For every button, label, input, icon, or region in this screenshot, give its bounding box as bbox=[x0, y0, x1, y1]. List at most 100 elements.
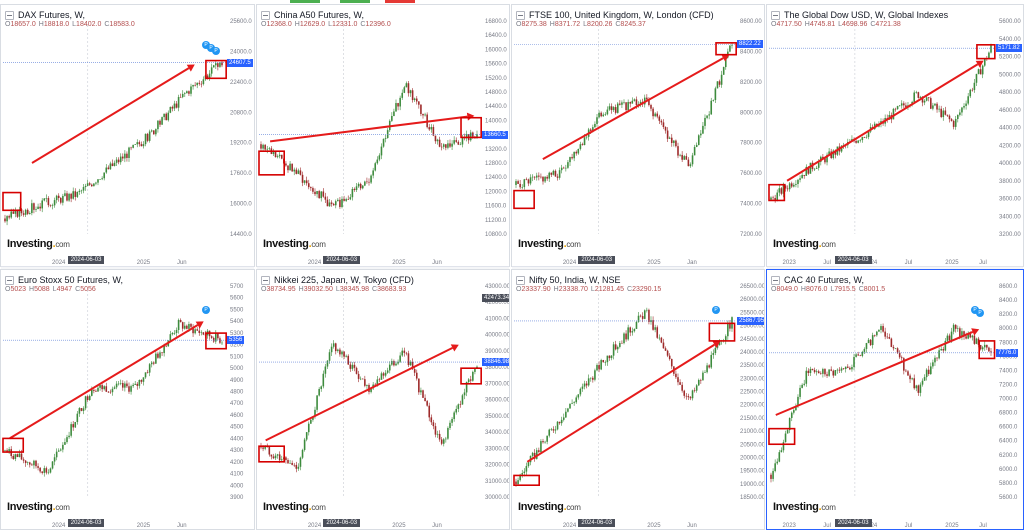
candle-body bbox=[138, 142, 141, 145]
candle-body bbox=[921, 96, 924, 103]
collapse-icon[interactable] bbox=[516, 10, 525, 20]
candle-body bbox=[409, 361, 412, 366]
chart-panel[interactable]: 26500.00 26000.00 25500.00 25000.00 24500.00… bbox=[511, 269, 765, 530]
ohlc-readout: O12368.0 H12629.0 L12331.0 C12396.0 bbox=[261, 21, 394, 28]
chart-panel[interactable]: 16800.0 16400.0 16000.0 15600.0 15200.0 14800… bbox=[256, 4, 510, 278]
candle-body bbox=[384, 138, 387, 139]
y-tick-label: 4600 bbox=[230, 413, 244, 419]
ohlc-key: H bbox=[29, 286, 35, 293]
candle-body bbox=[397, 361, 399, 364]
candle-body bbox=[397, 103, 399, 107]
event-marker-icon[interactable]: P bbox=[202, 40, 210, 49]
candle-body bbox=[86, 396, 89, 400]
candle-body bbox=[318, 191, 320, 199]
candle-body bbox=[558, 170, 561, 178]
candle-body bbox=[679, 382, 681, 385]
ohlc-value: 8371.72 bbox=[554, 21, 581, 28]
chart-panel[interactable]: 43000.00 42000.00 41000.00 40000.00 39000.00… bbox=[256, 269, 510, 530]
ohlc-key: H bbox=[549, 21, 555, 28]
y-tick-label: 42000.00 bbox=[485, 300, 510, 306]
candle-body bbox=[587, 378, 590, 386]
candle-body bbox=[324, 366, 327, 374]
y-tick-label: 11600.0 bbox=[485, 204, 507, 210]
end-highlight-box bbox=[715, 42, 737, 56]
chart-panel[interactable]: 8600.0 8400.0 8200.0 8000.0 7800.0 7600.0 7400… bbox=[766, 269, 1024, 530]
candle-body bbox=[569, 157, 571, 163]
candle-body bbox=[109, 163, 112, 170]
candle-body bbox=[687, 396, 690, 398]
event-marker-icon[interactable]: P bbox=[207, 43, 215, 52]
candle-body bbox=[107, 167, 110, 170]
candle-body bbox=[911, 378, 913, 380]
candle-body bbox=[790, 183, 793, 187]
collapse-icon[interactable] bbox=[5, 275, 14, 285]
investing-logo: Investing.com bbox=[773, 501, 836, 513]
candle-body bbox=[844, 366, 847, 370]
ohlc-key: O bbox=[261, 286, 267, 293]
candle-body bbox=[105, 386, 108, 392]
candle-body bbox=[289, 462, 291, 464]
candle-body bbox=[449, 143, 451, 147]
candle-body bbox=[179, 97, 182, 98]
candle-body bbox=[66, 193, 68, 201]
candle-body bbox=[188, 91, 190, 94]
candle-body bbox=[355, 367, 358, 374]
candle-body bbox=[278, 454, 281, 461]
candle-body bbox=[33, 203, 35, 210]
candle-body bbox=[393, 361, 395, 366]
end-highlight-box bbox=[978, 340, 996, 360]
event-marker-icon[interactable]: P bbox=[712, 305, 720, 314]
candle-body bbox=[153, 130, 155, 135]
collapse-icon[interactable] bbox=[5, 10, 14, 20]
y-tick-label: 10800.0 bbox=[485, 232, 507, 238]
candle-body bbox=[159, 352, 161, 358]
candle-body bbox=[150, 130, 153, 132]
collapse-icon[interactable] bbox=[516, 275, 525, 285]
candle-body bbox=[585, 136, 588, 138]
event-marker-icon[interactable]: P bbox=[971, 305, 979, 314]
y-tick-label: 8200.0 bbox=[999, 312, 1018, 318]
candle-body bbox=[544, 176, 546, 182]
candle-body bbox=[610, 106, 613, 111]
chart-panel[interactable]: 5700 5600 5500 5400 5300 5200 5100 5000 4900 4800… bbox=[0, 269, 255, 530]
candle-body bbox=[260, 144, 262, 149]
candle-body bbox=[724, 336, 727, 341]
chart-panel[interactable]: 8600.00 8400.00 8200.00 8000.00 7800.00 7600.… bbox=[511, 4, 765, 278]
candle-body bbox=[194, 329, 196, 334]
collapse-icon[interactable] bbox=[261, 275, 270, 285]
candle-body bbox=[556, 421, 559, 430]
y-tick-label: 20500.00 bbox=[740, 442, 765, 448]
candle-body bbox=[602, 360, 605, 363]
event-marker-icon[interactable]: P bbox=[202, 305, 210, 314]
candle-body bbox=[813, 168, 816, 170]
chart-panel[interactable]: 25600.0 24000.0 22400.0 20800.0 19200.0 17600… bbox=[0, 4, 255, 278]
candle-body bbox=[527, 179, 530, 184]
candle-body bbox=[826, 154, 828, 163]
candle-body bbox=[546, 176, 548, 179]
crosshair-date-badge: 2024-06-03 bbox=[578, 519, 616, 527]
y-tick-label: 24000.00 bbox=[740, 350, 765, 356]
trend-arrow-line bbox=[269, 115, 468, 143]
candle-body bbox=[571, 402, 573, 404]
candle-body bbox=[693, 146, 696, 156]
candle-body bbox=[930, 98, 932, 109]
candle-body bbox=[515, 181, 517, 185]
candle-body bbox=[115, 383, 118, 388]
collapse-icon[interactable] bbox=[771, 10, 780, 20]
collapse-icon[interactable] bbox=[771, 275, 780, 285]
candle-body bbox=[981, 347, 984, 350]
trend-arrow-head bbox=[971, 328, 980, 336]
y-tick-label: 15600.0 bbox=[485, 62, 507, 68]
candle-body bbox=[519, 183, 521, 188]
candle-body bbox=[134, 144, 136, 145]
chart-panel[interactable]: 5600.00 5400.00 5200.00 5000.00 4800.00 4600.… bbox=[766, 4, 1024, 278]
start-highlight-box bbox=[768, 427, 796, 446]
event-marker-icon[interactable]: P bbox=[212, 46, 220, 55]
collapse-icon[interactable] bbox=[261, 10, 270, 20]
candle-body bbox=[913, 92, 916, 102]
candle-body bbox=[175, 103, 178, 108]
candle-body bbox=[780, 188, 783, 194]
event-marker-icon[interactable]: P bbox=[976, 308, 984, 317]
candle-body bbox=[702, 125, 704, 134]
candle-body bbox=[20, 209, 23, 214]
